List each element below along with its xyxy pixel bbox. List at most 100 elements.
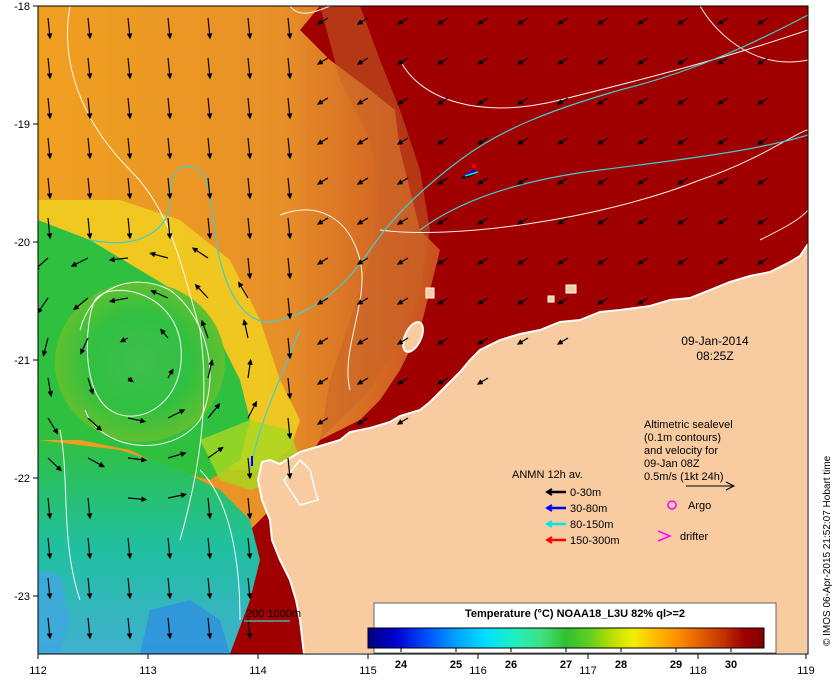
anmn-legend-label: 30-80m — [570, 503, 607, 515]
lon-tick-label: 115 — [359, 665, 377, 677]
velocity-arrowhead — [86, 113, 93, 120]
velocity-arrowhead — [396, 139, 404, 145]
islet — [547, 295, 555, 303]
velocity-arrowhead — [396, 59, 404, 65]
velocity-arrowhead — [96, 425, 103, 432]
velocity-arrowhead — [126, 193, 133, 200]
velocity-arrowhead — [596, 99, 604, 105]
velocity-arrowhead — [70, 261, 77, 267]
svg-text:0.5m/s (1kt 24h): 0.5m/s (1kt 24h) — [644, 471, 723, 483]
lon-tick-label: 116 — [469, 665, 487, 677]
velocity-arrowhead — [396, 259, 404, 265]
velocity-arrowhead — [596, 19, 604, 25]
velocity-arrowhead — [396, 219, 404, 225]
velocity-arrowhead — [636, 219, 644, 225]
velocity-arrowhead — [246, 633, 253, 640]
southern-cool-region — [38, 440, 260, 654]
velocity-arrowhead — [46, 633, 53, 640]
svg-text:and velocity for: and velocity for — [644, 445, 718, 457]
svg-text:Temperature (°C) NOAA18_L3U 82: Temperature (°C) NOAA18_L3U 82% ql>=2 — [465, 608, 685, 620]
velocity-arrowhead — [86, 233, 93, 240]
velocity-arrowhead — [140, 457, 148, 463]
mooring-site — [461, 164, 479, 179]
velocity-arrowhead — [436, 379, 444, 385]
velocity-arrowhead — [98, 462, 106, 468]
velocity-arrowhead — [516, 99, 524, 105]
velocity-arrowhead — [756, 99, 764, 105]
velocity-arrowhead — [676, 59, 684, 65]
velocity-arrowhead — [476, 219, 484, 225]
velocity-arrowhead — [119, 337, 126, 343]
velocity-arrow — [38, 257, 49, 268]
velocity-arrowhead — [676, 259, 684, 265]
velocity-arrowhead — [286, 113, 293, 120]
velocity-arrowhead — [556, 219, 564, 225]
velocity-arrowhead — [126, 633, 133, 640]
velocity-arrowhead — [316, 99, 324, 105]
velocity-arrowhead — [251, 400, 257, 408]
velocity-arrowhead — [46, 593, 53, 600]
velocity-arrowhead — [46, 153, 53, 160]
velocity-arrowhead — [46, 233, 53, 240]
velocity-arrowhead — [316, 59, 324, 65]
anmn-arrowhead-icon — [545, 504, 553, 512]
cold-core-eddy — [55, 282, 225, 442]
velocity-arrowhead — [556, 179, 564, 185]
velocity-arrowhead — [556, 99, 564, 105]
velocity-arrowhead — [286, 473, 293, 480]
velocity-arrowhead — [246, 193, 253, 200]
velocity-arrowhead — [159, 328, 166, 335]
velocity-arrowhead — [436, 179, 444, 185]
anmn-legend-item: 150-300m — [545, 535, 620, 547]
velocity-arrowhead — [166, 553, 173, 560]
velocity-arrowhead — [246, 273, 253, 280]
velocity-arrowhead — [596, 219, 604, 225]
velocity-arrowhead — [316, 259, 324, 265]
velocity-arrowhead — [206, 113, 213, 120]
velocity-arrowhead — [316, 339, 324, 345]
svg-text:Altimetric sealevel: Altimetric sealevel — [644, 419, 733, 431]
drifter-marker-icon — [657, 530, 672, 542]
lat-tick-label: -20 — [14, 237, 30, 249]
velocity-arrowhead — [166, 153, 173, 160]
velocity-arrowhead — [316, 219, 324, 225]
velocity-arrowhead — [396, 99, 404, 105]
velocity-arrowhead — [676, 139, 684, 145]
velocity-arrowhead — [716, 219, 724, 225]
anmn-arrowhead-icon — [545, 520, 553, 528]
velocity-arrowhead — [108, 297, 116, 304]
colorbar-tick-label: 25 — [450, 659, 462, 671]
velocity-arrowhead — [286, 393, 293, 400]
island — [402, 321, 424, 353]
velocity-arrowhead — [396, 339, 404, 345]
velocity-arrowhead — [150, 289, 157, 295]
argo-marker-icon — [667, 500, 677, 510]
velocity-arrowhead — [47, 390, 54, 398]
velocity-arrowhead — [636, 59, 644, 65]
velocity-arrowhead — [436, 19, 444, 25]
velocity-arrowhead — [716, 259, 724, 265]
velocity-arrowhead — [180, 451, 187, 457]
velocity-arrowhead — [476, 259, 484, 265]
velocity-arrowhead — [516, 19, 524, 25]
velocity-arrowhead — [356, 339, 364, 345]
velocity-arrowhead — [476, 139, 484, 145]
credit-text: © IMOS 06-Apr-2015 21:52:07 Hobart time — [822, 455, 833, 646]
velocity-arrowhead — [208, 359, 214, 366]
anmn-legend-item: 0-30m — [545, 487, 601, 499]
velocity-arrowhead — [86, 153, 93, 160]
land-mass — [256, 242, 808, 654]
velocity-arrowhead — [191, 247, 198, 253]
velocity-arrowhead — [676, 19, 684, 25]
velocity-arrowhead — [206, 513, 213, 520]
altimetry-note: Altimetric sealevel (0.1m contours) and … — [644, 419, 736, 491]
velocity-arrowhead — [126, 593, 133, 600]
velocity-arrowhead — [166, 193, 173, 200]
velocity-arrowhead — [46, 73, 53, 80]
velocity-arrowhead — [286, 233, 293, 240]
peninsula — [283, 458, 319, 506]
colorbar-tick-label: 26 — [505, 659, 517, 671]
velocity-arrowhead — [286, 33, 293, 40]
velocity-arrowhead — [126, 153, 133, 160]
velocity-arrowhead — [180, 492, 187, 498]
